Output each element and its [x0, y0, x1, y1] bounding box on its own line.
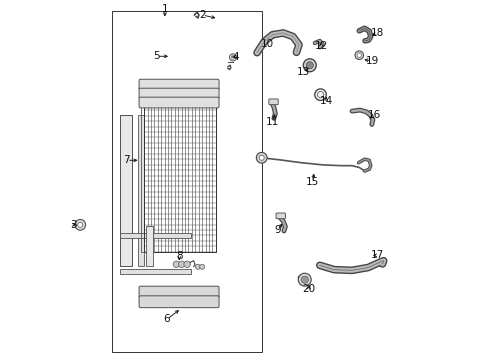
FancyBboxPatch shape	[139, 79, 219, 90]
FancyBboxPatch shape	[276, 213, 285, 219]
Text: 4: 4	[232, 52, 239, 62]
Circle shape	[75, 220, 85, 230]
Text: 11: 11	[265, 117, 279, 127]
Text: 20: 20	[302, 284, 315, 294]
FancyBboxPatch shape	[139, 97, 219, 108]
Text: 19: 19	[365, 56, 378, 66]
Circle shape	[199, 264, 204, 269]
Text: 14: 14	[319, 96, 332, 106]
Text: 1: 1	[161, 4, 168, 14]
Circle shape	[178, 261, 184, 267]
Text: 2: 2	[199, 10, 205, 20]
Circle shape	[298, 273, 310, 286]
Circle shape	[173, 261, 179, 267]
FancyBboxPatch shape	[120, 269, 191, 274]
Circle shape	[259, 155, 264, 160]
Text: 8: 8	[176, 251, 182, 261]
Circle shape	[195, 264, 200, 269]
Circle shape	[305, 62, 313, 69]
FancyBboxPatch shape	[138, 115, 144, 266]
Text: 9: 9	[274, 225, 280, 235]
Text: 13: 13	[296, 67, 310, 77]
Text: 15: 15	[305, 177, 319, 187]
FancyBboxPatch shape	[145, 226, 152, 266]
Text: 5: 5	[153, 51, 160, 61]
FancyBboxPatch shape	[139, 88, 219, 99]
Text: 10: 10	[260, 39, 273, 49]
Circle shape	[303, 59, 316, 72]
Circle shape	[356, 53, 361, 57]
Circle shape	[256, 152, 266, 163]
Text: 6: 6	[163, 314, 170, 324]
Bar	[144, 94, 215, 252]
Circle shape	[317, 91, 323, 98]
FancyBboxPatch shape	[139, 286, 219, 298]
Circle shape	[231, 55, 234, 59]
Circle shape	[301, 276, 308, 283]
Bar	[112, 12, 262, 352]
Circle shape	[78, 222, 82, 227]
FancyBboxPatch shape	[120, 233, 191, 238]
Text: 7: 7	[123, 155, 130, 165]
FancyBboxPatch shape	[268, 99, 278, 105]
Circle shape	[354, 51, 363, 59]
Circle shape	[183, 261, 190, 267]
Text: 12: 12	[314, 41, 327, 50]
Text: 16: 16	[367, 111, 380, 121]
FancyBboxPatch shape	[139, 296, 219, 308]
Text: 18: 18	[370, 28, 383, 38]
Text: 3: 3	[70, 220, 76, 230]
Text: 17: 17	[370, 250, 384, 260]
Circle shape	[229, 54, 236, 61]
FancyBboxPatch shape	[120, 115, 132, 266]
